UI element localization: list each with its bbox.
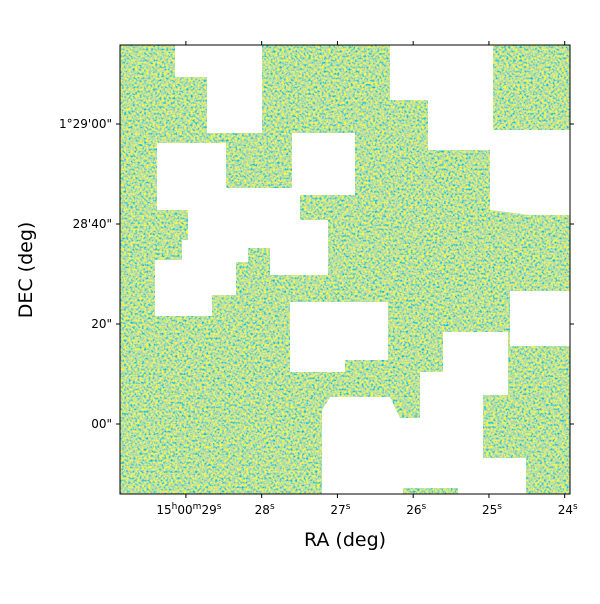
y-tick-label: 28'40" bbox=[73, 217, 112, 231]
x-tick-label: 26s bbox=[406, 502, 426, 517]
x-tick-label: 27s bbox=[330, 502, 350, 517]
y-tick-label: 1°29'00" bbox=[59, 117, 112, 131]
x-tick-label: 25s bbox=[482, 502, 502, 517]
x-tick-label: 24s bbox=[558, 502, 578, 517]
image bbox=[120, 45, 570, 494]
y-tick-label: 00" bbox=[91, 417, 112, 431]
x-tick-label: 28s bbox=[255, 502, 275, 517]
x-axis-label: RA (deg) bbox=[304, 529, 386, 551]
masked-regions bbox=[155, 45, 570, 494]
y-axis-label: DEC (deg) bbox=[15, 222, 37, 319]
y-tick-label: 20" bbox=[91, 317, 112, 331]
x-tick-label: 15h00m29s bbox=[156, 502, 221, 517]
plot-frame bbox=[119, 44, 571, 495]
